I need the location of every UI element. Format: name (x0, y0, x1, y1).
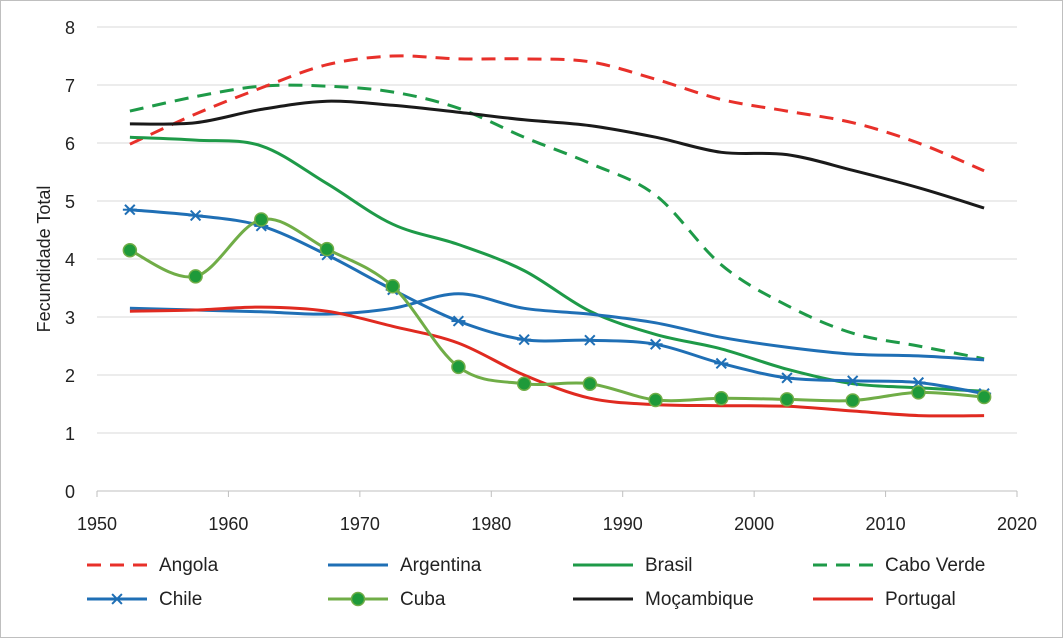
y-axis-label: Fecundidade Total (34, 186, 54, 333)
legend-item-cabo-verde: Cabo Verde (813, 555, 985, 576)
legend-marker-chile (110, 593, 124, 605)
y-tick-label: 0 (65, 482, 75, 502)
series-portugal (129, 305, 985, 418)
x-tick-label: 1970 (340, 514, 380, 534)
legend-item-mocambique: Moçambique (573, 589, 754, 610)
data-point-chile (714, 357, 729, 370)
series-line-mocambique (129, 99, 985, 210)
legend-label-argentina: Argentina (400, 555, 482, 576)
x-tick-label: 2020 (997, 514, 1037, 534)
axes (96, 490, 1018, 497)
legend-label-chile: Chile (159, 589, 202, 610)
legend-label-mocambique: Moçambique (645, 589, 754, 610)
series-line-chile (129, 208, 985, 396)
data-point-chile (122, 204, 137, 216)
series-line-portugal (129, 305, 985, 418)
series-brasil (129, 135, 985, 393)
legend-label-brasil: Brasil (645, 555, 693, 576)
series-line-argentina (129, 292, 985, 362)
data-point-chile (648, 338, 663, 350)
y-tick-label: 7 (65, 76, 75, 96)
data-point-cuba (648, 392, 663, 408)
legend-marker-cuba (350, 591, 366, 607)
data-point-cuba (845, 393, 860, 408)
x-tick-label: 1960 (208, 514, 248, 534)
data-point-chile (188, 209, 203, 222)
y-tick-labels: 0 1 2 3 4 5 6 7 8 (65, 18, 75, 502)
y-tick-label: 8 (65, 18, 75, 38)
data-point-cuba (976, 389, 992, 405)
x-tick-label: 1990 (603, 514, 643, 534)
data-point-chile (911, 376, 926, 389)
legend-item-portugal: Portugal (813, 589, 956, 610)
legend-item-argentina: Argentina (328, 555, 482, 576)
x-tick-labels: 1950 1960 1970 1980 1990 2000 2010 2020 (77, 514, 1037, 534)
data-point-cuba (516, 376, 532, 391)
series-cuba (122, 212, 992, 408)
data-point-cuba (911, 385, 926, 400)
x-tick-label: 2010 (866, 514, 906, 534)
series-lines (122, 54, 992, 418)
data-point-cuba (582, 376, 598, 391)
legend-item-cuba: Cuba (328, 589, 446, 610)
y-tick-label: 4 (65, 250, 75, 270)
series-argentina (129, 292, 985, 362)
x-tick-label: 2000 (734, 514, 774, 534)
data-point-chile (517, 334, 532, 346)
gridlines (97, 26, 1017, 434)
legend-item-brasil: Brasil (573, 555, 693, 576)
data-point-cuba (319, 241, 335, 257)
data-point-chile (582, 334, 597, 346)
data-point-cuba (122, 243, 138, 258)
x-tick-label: 1950 (77, 514, 117, 534)
data-point-chile (780, 372, 794, 384)
y-tick-label: 2 (65, 366, 75, 386)
x-tick-label: 1980 (471, 514, 511, 534)
y-tick-label: 5 (65, 192, 75, 212)
data-point-chile (451, 315, 466, 327)
data-point-chile (845, 375, 860, 387)
y-tick-label: 3 (65, 308, 75, 328)
data-point-cuba (188, 269, 203, 284)
series-line-cuba (129, 217, 985, 403)
legend-label-portugal: Portugal (885, 589, 956, 610)
series-chile (122, 204, 992, 400)
series-mocambique (129, 99, 985, 210)
series-angola (129, 54, 985, 173)
legend-label-angola: Angola (159, 555, 219, 576)
series-line-angola (129, 54, 985, 173)
data-point-cuba (254, 212, 269, 227)
legend-item-angola: Angola (87, 555, 219, 576)
y-tick-label: 6 (65, 134, 75, 154)
data-point-cuba (714, 390, 729, 406)
legend-label-cuba: Cuba (400, 589, 446, 610)
data-point-cuba (779, 392, 795, 407)
data-point-cuba (385, 279, 400, 294)
legend-item-chile: Chile (87, 589, 202, 610)
legend-label-cabo-verde: Cabo Verde (885, 555, 985, 576)
y-tick-label: 1 (65, 424, 75, 444)
legend: Angola Argentina Brasil Cabo Verde Chile Cuba… (87, 555, 985, 610)
data-point-cuba (451, 359, 466, 375)
series-line-brasil (129, 135, 985, 393)
